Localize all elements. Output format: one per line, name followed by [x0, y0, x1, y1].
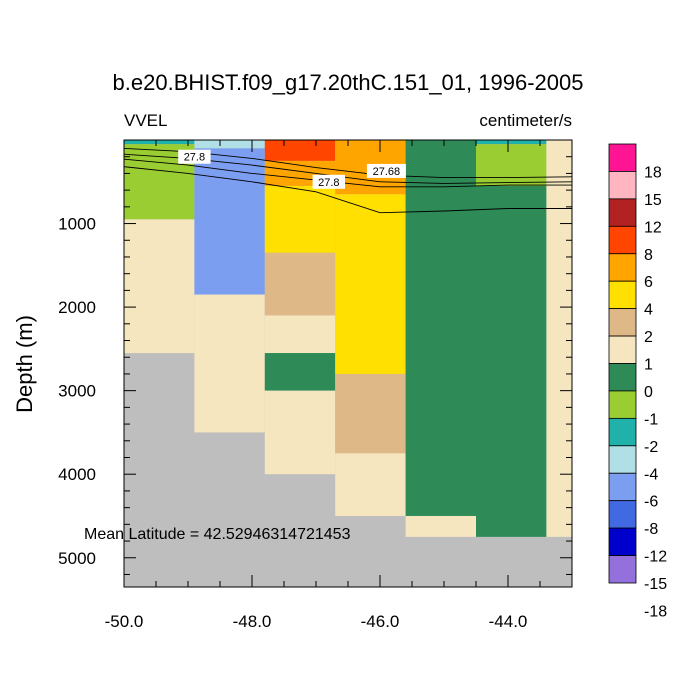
colorbar-swatch [608, 171, 637, 200]
colorbar-swatch [608, 225, 637, 255]
heatmap-cells [124, 140, 572, 587]
colorbar-label: 8 [644, 247, 653, 264]
colorbar-swatch [608, 280, 637, 310]
colorbar-swatch [608, 308, 637, 337]
contour-line [123, 158, 572, 188]
heatmap-cell [546, 140, 572, 537]
colorbar-label: -18 [644, 603, 667, 620]
y-tick-label: 2000 [58, 298, 96, 317]
colorbar-swatch [608, 253, 637, 282]
contour-labels: 27.8 27.68 27.8 [178, 149, 406, 189]
heatmap-cell [476, 185, 547, 537]
heatmap-cell [264, 252, 336, 316]
x-tick-label: -50.0 [105, 612, 144, 631]
y-tick-label: 4000 [58, 465, 96, 484]
contour-label-box [312, 174, 345, 189]
contour-label: 27.8 [318, 177, 339, 189]
x-tick-label: -46.0 [361, 612, 400, 631]
heatmap-cell [264, 353, 336, 391]
axis-ticks: -50.0 -48.0 -46.0 -44.0 1000 2000 3000 4000 5000 [58, 140, 573, 631]
mean-latitude-annotation: Mean Latitude = 42.52946314721453 [84, 526, 351, 543]
colorbar-label: 4 [644, 302, 653, 319]
colorbar-label: 2 [644, 329, 653, 346]
heatmap-cell [194, 148, 265, 295]
colorbar-label: -1 [644, 411, 658, 428]
colorbar-label: 15 [644, 192, 662, 209]
x-tick-label: -48.0 [233, 612, 272, 631]
heatmap-cell [264, 185, 336, 253]
colorbar-label: -6 [644, 494, 658, 511]
colorbar-label: 12 [644, 219, 662, 236]
colorbar: 18 15 12 8 6 4 2 1 0 -1 -2 -4 -6 -8 -12 -15 -18 [608, 143, 667, 620]
colorbar-label: -12 [644, 549, 667, 566]
colorbar-swatch [608, 472, 637, 502]
colorbar-label: 6 [644, 274, 653, 291]
heatmap-cell [476, 144, 547, 186]
colorbar-label: 18 [644, 164, 662, 181]
contour-label: 27.68 [373, 166, 401, 178]
colorbar-label: -2 [644, 439, 658, 456]
contour-label-box [366, 163, 406, 178]
colorbar-label: -8 [644, 521, 658, 538]
colorbar-swatch [608, 198, 637, 227]
colorbar-label: -4 [644, 466, 658, 483]
y-axis-label: Depth (m) [12, 315, 37, 413]
heatmap-cell [124, 140, 195, 145]
heatmap-cell [264, 315, 336, 354]
heatmap-cell [335, 373, 406, 454]
heatmap-cell [335, 453, 406, 516]
colorbar-swatch [608, 143, 637, 172]
heatmap-cell [476, 140, 547, 145]
heatmap-cell [405, 515, 476, 537]
heatmap-cell [405, 140, 476, 516]
x-tick-label: -44.0 [489, 612, 528, 631]
contour-line [123, 166, 572, 214]
contour-label-box [178, 149, 211, 164]
y-tick-label: 5000 [58, 549, 96, 568]
colorbar-swatch [608, 335, 637, 364]
y-tick-label: 3000 [58, 382, 96, 401]
heatmap-cell [194, 294, 265, 433]
heatmap-cell [194, 140, 265, 149]
colorbar-swatch [608, 417, 637, 447]
units-label: centimeter/s [479, 111, 572, 130]
colorbar-swatch [608, 390, 637, 419]
colorbar-label: -15 [644, 576, 667, 593]
colorbar-swatch [608, 500, 637, 529]
heatmap-cell [335, 194, 406, 374]
variable-label: VVEL [124, 111, 167, 130]
colorbar-swatch [608, 555, 637, 584]
chart-title: b.e20.BHIST.f09_g17.20thC.151_01, 1996-2… [113, 70, 584, 95]
colorbar-swatch [608, 445, 637, 474]
heatmap-cell [264, 140, 336, 161]
heatmap-cell [264, 390, 336, 475]
colorbar-swatch [608, 363, 637, 392]
colorbar-swatch [608, 527, 637, 556]
heatmap-cell [124, 219, 195, 354]
colorbar-label: 1 [644, 357, 653, 374]
colorbar-label: 0 [644, 384, 653, 401]
y-tick-label: 1000 [58, 215, 96, 234]
contour-label: 27.8 [184, 152, 205, 164]
